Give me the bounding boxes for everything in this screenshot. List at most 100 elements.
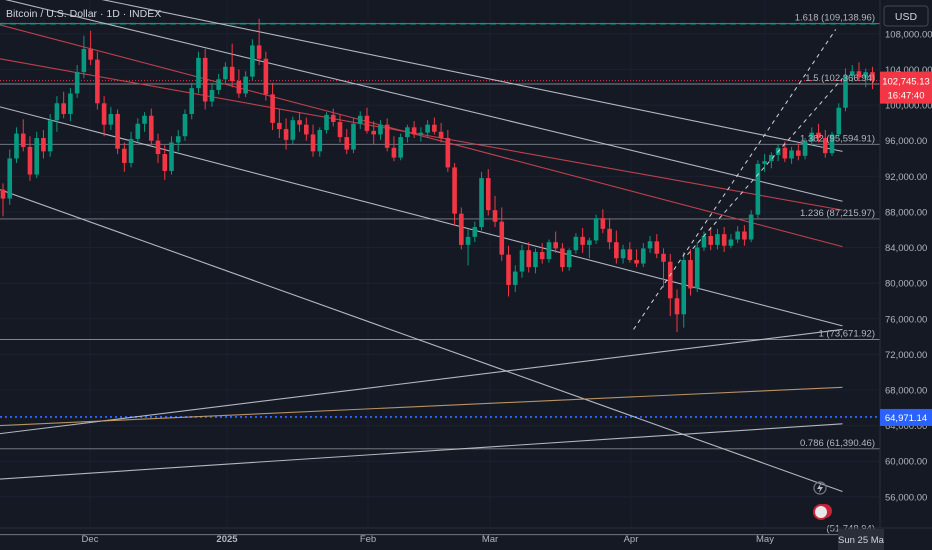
- candle-body-76[interactable]: [512, 271, 518, 285]
- candle-body-94[interactable]: [634, 259, 639, 264]
- candle-body-66[interactable]: [445, 138, 451, 168]
- candle-body-8[interactable]: [54, 103, 60, 121]
- event-icons[interactable]: [813, 481, 832, 520]
- candle-body-61[interactable]: [411, 127, 417, 135]
- candle-body-117[interactable]: [789, 150, 794, 159]
- candle-body-30[interactable]: [202, 57, 208, 102]
- candle-body-90[interactable]: [607, 228, 612, 243]
- candle-body-71[interactable]: [479, 178, 484, 228]
- candle-body-85[interactable]: [573, 236, 579, 251]
- currency-button-frame[interactable]: [883, 5, 929, 27]
- candle-body-29[interactable]: [196, 57, 201, 89]
- candle-body-18[interactable]: [122, 148, 127, 163]
- candle-body-119[interactable]: [802, 141, 808, 156]
- candle-body-78[interactable]: [526, 250, 532, 268]
- candle-body-79[interactable]: [533, 251, 538, 268]
- candle-body-56[interactable]: [378, 124, 383, 135]
- candle-body-72[interactable]: [485, 178, 491, 211]
- candle-body-14[interactable]: [95, 59, 100, 104]
- candle-body-114[interactable]: [769, 154, 774, 162]
- candle-body-59[interactable]: [398, 137, 403, 158]
- candle-body-64[interactable]: [432, 124, 437, 132]
- candle-body-74[interactable]: [499, 221, 505, 255]
- candle-body-89[interactable]: [600, 218, 606, 229]
- candle-body-13[interactable]: [88, 48, 93, 60]
- candle-body-57[interactable]: [384, 124, 390, 148]
- candle-body-123[interactable]: [829, 134, 835, 154]
- candle-body-19[interactable]: [128, 138, 134, 163]
- candle-body-49[interactable]: [330, 114, 336, 122]
- candle-body-20[interactable]: [135, 123, 141, 139]
- candle-body-28[interactable]: [189, 88, 195, 114]
- candle-body-44[interactable]: [297, 120, 302, 125]
- candle-body-109[interactable]: [735, 231, 740, 240]
- candle-body-16[interactable]: [108, 113, 114, 125]
- candle-body-5[interactable]: [34, 138, 39, 175]
- candle-body-67[interactable]: [452, 167, 457, 214]
- candle-body-75[interactable]: [506, 254, 511, 285]
- candle-body-46[interactable]: [310, 134, 316, 152]
- candle-body-128[interactable]: [863, 72, 869, 78]
- candle-body-77[interactable]: [519, 250, 525, 272]
- candle-body-104[interactable]: [701, 235, 707, 248]
- candle-body-34[interactable]: [229, 66, 235, 82]
- flag-icon-1[interactable]: [813, 504, 829, 520]
- candle-body-11[interactable]: [74, 72, 80, 94]
- candle-body-47[interactable]: [317, 129, 323, 152]
- candle-body-39[interactable]: [263, 58, 269, 95]
- candle-body-108[interactable]: [728, 239, 734, 246]
- candle-body-37[interactable]: [250, 45, 255, 77]
- candle-body-45[interactable]: [304, 124, 309, 135]
- candle-body-122[interactable]: [822, 138, 828, 154]
- candle-body-65[interactable]: [438, 131, 444, 139]
- candle-body-6[interactable]: [41, 138, 46, 152]
- candle-body-113[interactable]: [762, 161, 767, 164]
- candle-body-124[interactable]: [836, 107, 842, 135]
- time-axis[interactable]: Dec 2025 Feb Mar Apr May Sun 25 Ma: [82, 529, 885, 550]
- candle-body-126[interactable]: [849, 71, 855, 76]
- candle-body-103[interactable]: [694, 247, 700, 289]
- candle-body-38[interactable]: [256, 45, 262, 59]
- candle-body-91[interactable]: [614, 242, 619, 259]
- candle-body-51[interactable]: [344, 137, 350, 150]
- candle-body-92[interactable]: [620, 249, 626, 259]
- currency-button-label[interactable]: USD: [895, 11, 918, 23]
- candle-body-69[interactable]: [465, 236, 471, 245]
- candle-body-62[interactable]: [418, 132, 424, 135]
- candle-body-42[interactable]: [283, 129, 289, 140]
- candle-body-55[interactable]: [371, 130, 376, 135]
- candlestick-series[interactable]: [0, 18, 875, 333]
- candle-body-32[interactable]: [216, 79, 221, 90]
- candle-body-12[interactable]: [81, 48, 87, 73]
- candle-body-41[interactable]: [277, 122, 282, 130]
- currency-button[interactable]: USD: [883, 5, 929, 27]
- candle-body-54[interactable]: [364, 115, 370, 131]
- candle-body-120[interactable]: [809, 132, 815, 142]
- candle-body-100[interactable]: [674, 298, 680, 315]
- candle-body-36[interactable]: [243, 76, 248, 94]
- candle-body-21[interactable]: [142, 115, 147, 124]
- lightning-icon[interactable]: [813, 481, 827, 495]
- candle-body-95[interactable]: [641, 248, 646, 264]
- candle-body-22[interactable]: [148, 115, 154, 141]
- candle-body-101[interactable]: [681, 259, 687, 315]
- candle-body-88[interactable]: [593, 218, 599, 241]
- candle-body-86[interactable]: [580, 236, 585, 245]
- candle-body-50[interactable]: [337, 121, 343, 138]
- candle-body-116[interactable]: [782, 147, 788, 159]
- candle-body-15[interactable]: [101, 103, 107, 125]
- candle-body-53[interactable]: [357, 115, 363, 124]
- candle-body-35[interactable]: [236, 81, 242, 94]
- candle-body-125[interactable]: [843, 75, 848, 108]
- candle-body-99[interactable]: [667, 261, 673, 299]
- candle-body-105[interactable]: [708, 235, 713, 245]
- candle-body-97[interactable]: [654, 241, 660, 254]
- candle-body-107[interactable]: [721, 234, 727, 246]
- candle-body-96[interactable]: [647, 241, 653, 249]
- candle-body-24[interactable]: [162, 154, 168, 171]
- candle-body-81[interactable]: [546, 242, 552, 260]
- candle-body-9[interactable]: [61, 103, 66, 114]
- candle-body-31[interactable]: [209, 89, 215, 102]
- candle-body-25[interactable]: [169, 142, 174, 171]
